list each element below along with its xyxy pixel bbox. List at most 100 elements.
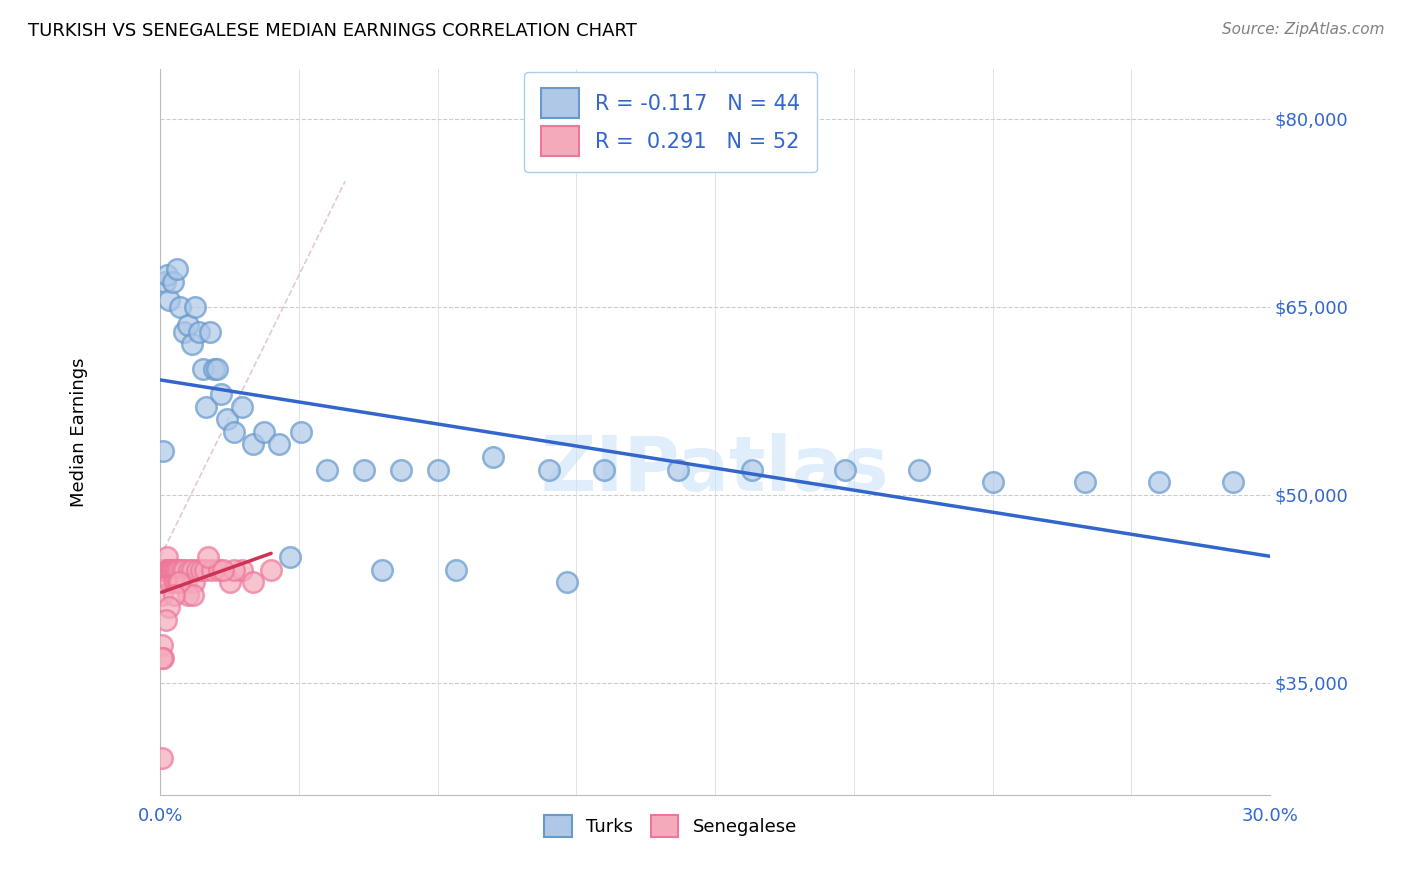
Point bbox=[163, 575, 186, 590]
Point bbox=[188, 325, 211, 339]
Point bbox=[201, 563, 224, 577]
Point bbox=[198, 325, 221, 339]
Point bbox=[152, 563, 174, 577]
Point bbox=[155, 613, 177, 627]
Point bbox=[741, 462, 763, 476]
Point bbox=[165, 575, 187, 590]
Point bbox=[389, 462, 412, 476]
Point bbox=[156, 550, 179, 565]
Point bbox=[150, 588, 173, 602]
Point bbox=[157, 563, 180, 577]
Point bbox=[202, 362, 225, 376]
Point bbox=[174, 575, 197, 590]
Point bbox=[173, 563, 195, 577]
Point bbox=[167, 563, 190, 577]
Point bbox=[537, 462, 560, 476]
Point bbox=[191, 362, 214, 376]
Point bbox=[153, 275, 176, 289]
Point bbox=[155, 563, 177, 577]
Point bbox=[208, 563, 231, 577]
Point bbox=[184, 300, 207, 314]
Point bbox=[207, 362, 229, 376]
Point bbox=[169, 575, 191, 590]
Text: TURKISH VS SENEGALESE MEDIAN EARNINGS CORRELATION CHART: TURKISH VS SENEGALESE MEDIAN EARNINGS CO… bbox=[28, 22, 637, 40]
Point bbox=[156, 268, 179, 283]
Point bbox=[150, 751, 173, 765]
Point bbox=[169, 575, 191, 590]
Point bbox=[155, 563, 177, 577]
Point bbox=[159, 563, 181, 577]
Point bbox=[209, 387, 232, 401]
Point bbox=[160, 563, 183, 577]
Point bbox=[150, 638, 173, 652]
Point bbox=[183, 575, 205, 590]
Point bbox=[157, 563, 180, 577]
Point bbox=[167, 575, 190, 590]
Point bbox=[177, 563, 200, 577]
Point bbox=[177, 318, 200, 333]
Point bbox=[186, 563, 208, 577]
Point bbox=[555, 575, 578, 590]
Point bbox=[153, 563, 176, 577]
Point bbox=[253, 425, 276, 439]
Point bbox=[242, 575, 264, 590]
Point bbox=[278, 550, 301, 565]
Point bbox=[162, 275, 184, 289]
Point bbox=[1222, 475, 1244, 489]
Point bbox=[231, 400, 253, 414]
Point bbox=[197, 550, 219, 565]
Point bbox=[290, 425, 312, 439]
Point bbox=[180, 563, 202, 577]
Point bbox=[260, 563, 283, 577]
Point bbox=[166, 563, 188, 577]
Point bbox=[195, 400, 218, 414]
Point bbox=[150, 650, 173, 665]
Point bbox=[163, 563, 186, 577]
Point bbox=[212, 563, 235, 577]
Point bbox=[172, 563, 194, 577]
Point bbox=[183, 588, 205, 602]
Text: Source: ZipAtlas.com: Source: ZipAtlas.com bbox=[1222, 22, 1385, 37]
Point bbox=[426, 462, 449, 476]
Point bbox=[166, 262, 188, 277]
Point bbox=[242, 437, 264, 451]
Point bbox=[165, 563, 187, 577]
Point bbox=[156, 563, 179, 577]
Point bbox=[231, 563, 253, 577]
Point bbox=[163, 588, 186, 602]
Point bbox=[315, 462, 337, 476]
Point bbox=[159, 575, 181, 590]
Point bbox=[157, 293, 180, 308]
Point bbox=[593, 462, 616, 476]
Point bbox=[353, 462, 375, 476]
Point bbox=[219, 575, 242, 590]
Point bbox=[160, 563, 183, 577]
Point bbox=[177, 588, 200, 602]
Point bbox=[666, 462, 689, 476]
Point bbox=[267, 437, 290, 451]
Point bbox=[907, 462, 929, 476]
Point bbox=[981, 475, 1004, 489]
Point bbox=[152, 443, 174, 458]
Point bbox=[157, 600, 180, 615]
Point bbox=[1147, 475, 1170, 489]
Point bbox=[190, 563, 212, 577]
Point bbox=[169, 300, 191, 314]
Point bbox=[482, 450, 505, 464]
Point bbox=[162, 563, 184, 577]
Point bbox=[224, 425, 246, 439]
Point bbox=[834, 462, 856, 476]
Text: Median Earnings: Median Earnings bbox=[70, 357, 87, 507]
Point bbox=[180, 337, 202, 351]
Legend: Turks, Senegalese: Turks, Senegalese bbox=[537, 808, 804, 845]
Text: ZIPatlas: ZIPatlas bbox=[541, 433, 890, 507]
Point bbox=[152, 650, 174, 665]
Point bbox=[371, 563, 394, 577]
Point bbox=[224, 563, 246, 577]
Point bbox=[173, 325, 195, 339]
Point bbox=[193, 563, 215, 577]
Point bbox=[162, 563, 184, 577]
Point bbox=[215, 412, 238, 426]
Point bbox=[153, 563, 176, 577]
Point bbox=[1074, 475, 1097, 489]
